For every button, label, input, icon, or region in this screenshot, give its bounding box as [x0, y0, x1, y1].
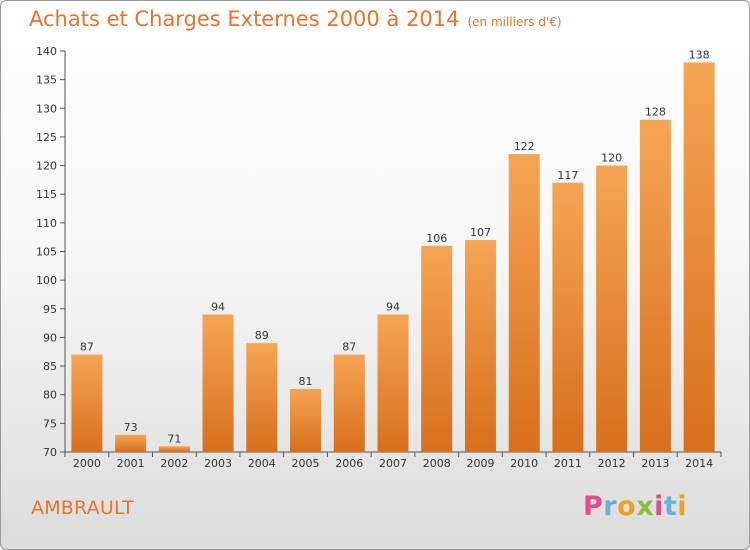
- x-tick-label: 2011: [554, 457, 582, 470]
- x-tick-label: 2013: [641, 457, 669, 470]
- y-tick-label: 95: [43, 303, 57, 316]
- y-tick-label: 110: [36, 217, 57, 230]
- brand-letter: t: [663, 491, 678, 522]
- brand-letter: i: [654, 491, 664, 522]
- y-tick-label: 75: [43, 417, 57, 430]
- bar: [115, 434, 147, 452]
- bar: [71, 354, 103, 452]
- bar: [290, 388, 322, 452]
- chart-title-text: Achats et Charges Externes 2000 à 2014: [29, 7, 460, 31]
- brand-letter: P: [583, 491, 604, 522]
- bar: [639, 119, 671, 452]
- y-tick-label: 100: [36, 274, 57, 287]
- x-tick-label: 2000: [73, 457, 101, 470]
- axes: 70 75 80 85 90 95 100 105 110 115 120 125 130 135 140 2…: [36, 45, 722, 470]
- bar-value-label: 107: [470, 226, 491, 239]
- bar-value-label: 128: [645, 106, 666, 119]
- y-tick-label: 125: [36, 131, 57, 144]
- place-name: AMBRAULT: [31, 497, 134, 519]
- x-tick-label: 2010: [510, 457, 538, 470]
- bar-value-label: 87: [80, 341, 94, 354]
- chart-title: Achats et Charges Externes 2000 à 2014 (e…: [29, 7, 562, 31]
- x-tick-label: 2002: [160, 457, 188, 470]
- bar-value-label: 106: [426, 232, 447, 245]
- bar: [158, 446, 190, 452]
- bar: [246, 343, 278, 452]
- x-tick-label: 2009: [466, 457, 494, 470]
- bar: [202, 314, 234, 452]
- chart-subtitle: (en milliers d'€): [467, 15, 562, 29]
- bar-value-label: 87: [342, 341, 356, 354]
- bar: [596, 165, 628, 453]
- bar: [421, 245, 453, 452]
- y-tick-label: 140: [36, 45, 57, 58]
- x-tick-label: 2008: [423, 457, 451, 470]
- bar: [333, 354, 365, 452]
- bar-value-label: 81: [299, 375, 313, 388]
- bar: [552, 182, 584, 452]
- x-tick-label: 2004: [248, 457, 276, 470]
- x-tick-label: 2001: [117, 457, 145, 470]
- bar-value-label: 94: [386, 301, 400, 314]
- bars: 87 73 71 94 89 81 87 94 106 107 122 117 120 128 138: [71, 48, 715, 453]
- bar: [508, 154, 540, 452]
- y-tick-label: 115: [36, 188, 57, 201]
- proxiti-logo: Proxiti: [583, 491, 687, 522]
- y-tick-label: 105: [36, 246, 57, 259]
- brand-letter: x: [636, 491, 655, 522]
- x-tick-label: 2005: [292, 457, 320, 470]
- bar-value-label: 89: [255, 329, 269, 342]
- y-tick-label: 70: [43, 446, 57, 459]
- x-tick-label: 2006: [335, 457, 363, 470]
- x-tick-label: 2007: [379, 457, 407, 470]
- bar-value-label: 120: [601, 152, 622, 165]
- brand-letter: i: [677, 491, 688, 522]
- brand-letter: r: [603, 491, 618, 522]
- x-tick-label: 2003: [204, 457, 232, 470]
- y-tick-label: 130: [36, 102, 57, 115]
- x-tick-label: 2012: [598, 457, 626, 470]
- y-tick-label: 80: [43, 389, 57, 402]
- bar: [377, 314, 409, 452]
- bar-value-label: 71: [167, 432, 181, 445]
- brand-letter: o: [617, 491, 637, 522]
- bar-value-label: 73: [124, 421, 138, 434]
- bar-value-label: 138: [689, 48, 710, 61]
- x-tick-label: 2014: [685, 457, 713, 470]
- bar: [464, 240, 496, 452]
- y-tick-label: 85: [43, 360, 57, 373]
- bar-value-label: 122: [514, 140, 535, 153]
- bar-value-label: 117: [557, 169, 578, 182]
- bar-value-label: 94: [211, 301, 225, 314]
- y-tick-label: 135: [36, 74, 57, 87]
- y-tick-label: 90: [43, 331, 57, 344]
- bar: [683, 62, 715, 452]
- y-tick-label: 120: [36, 160, 57, 173]
